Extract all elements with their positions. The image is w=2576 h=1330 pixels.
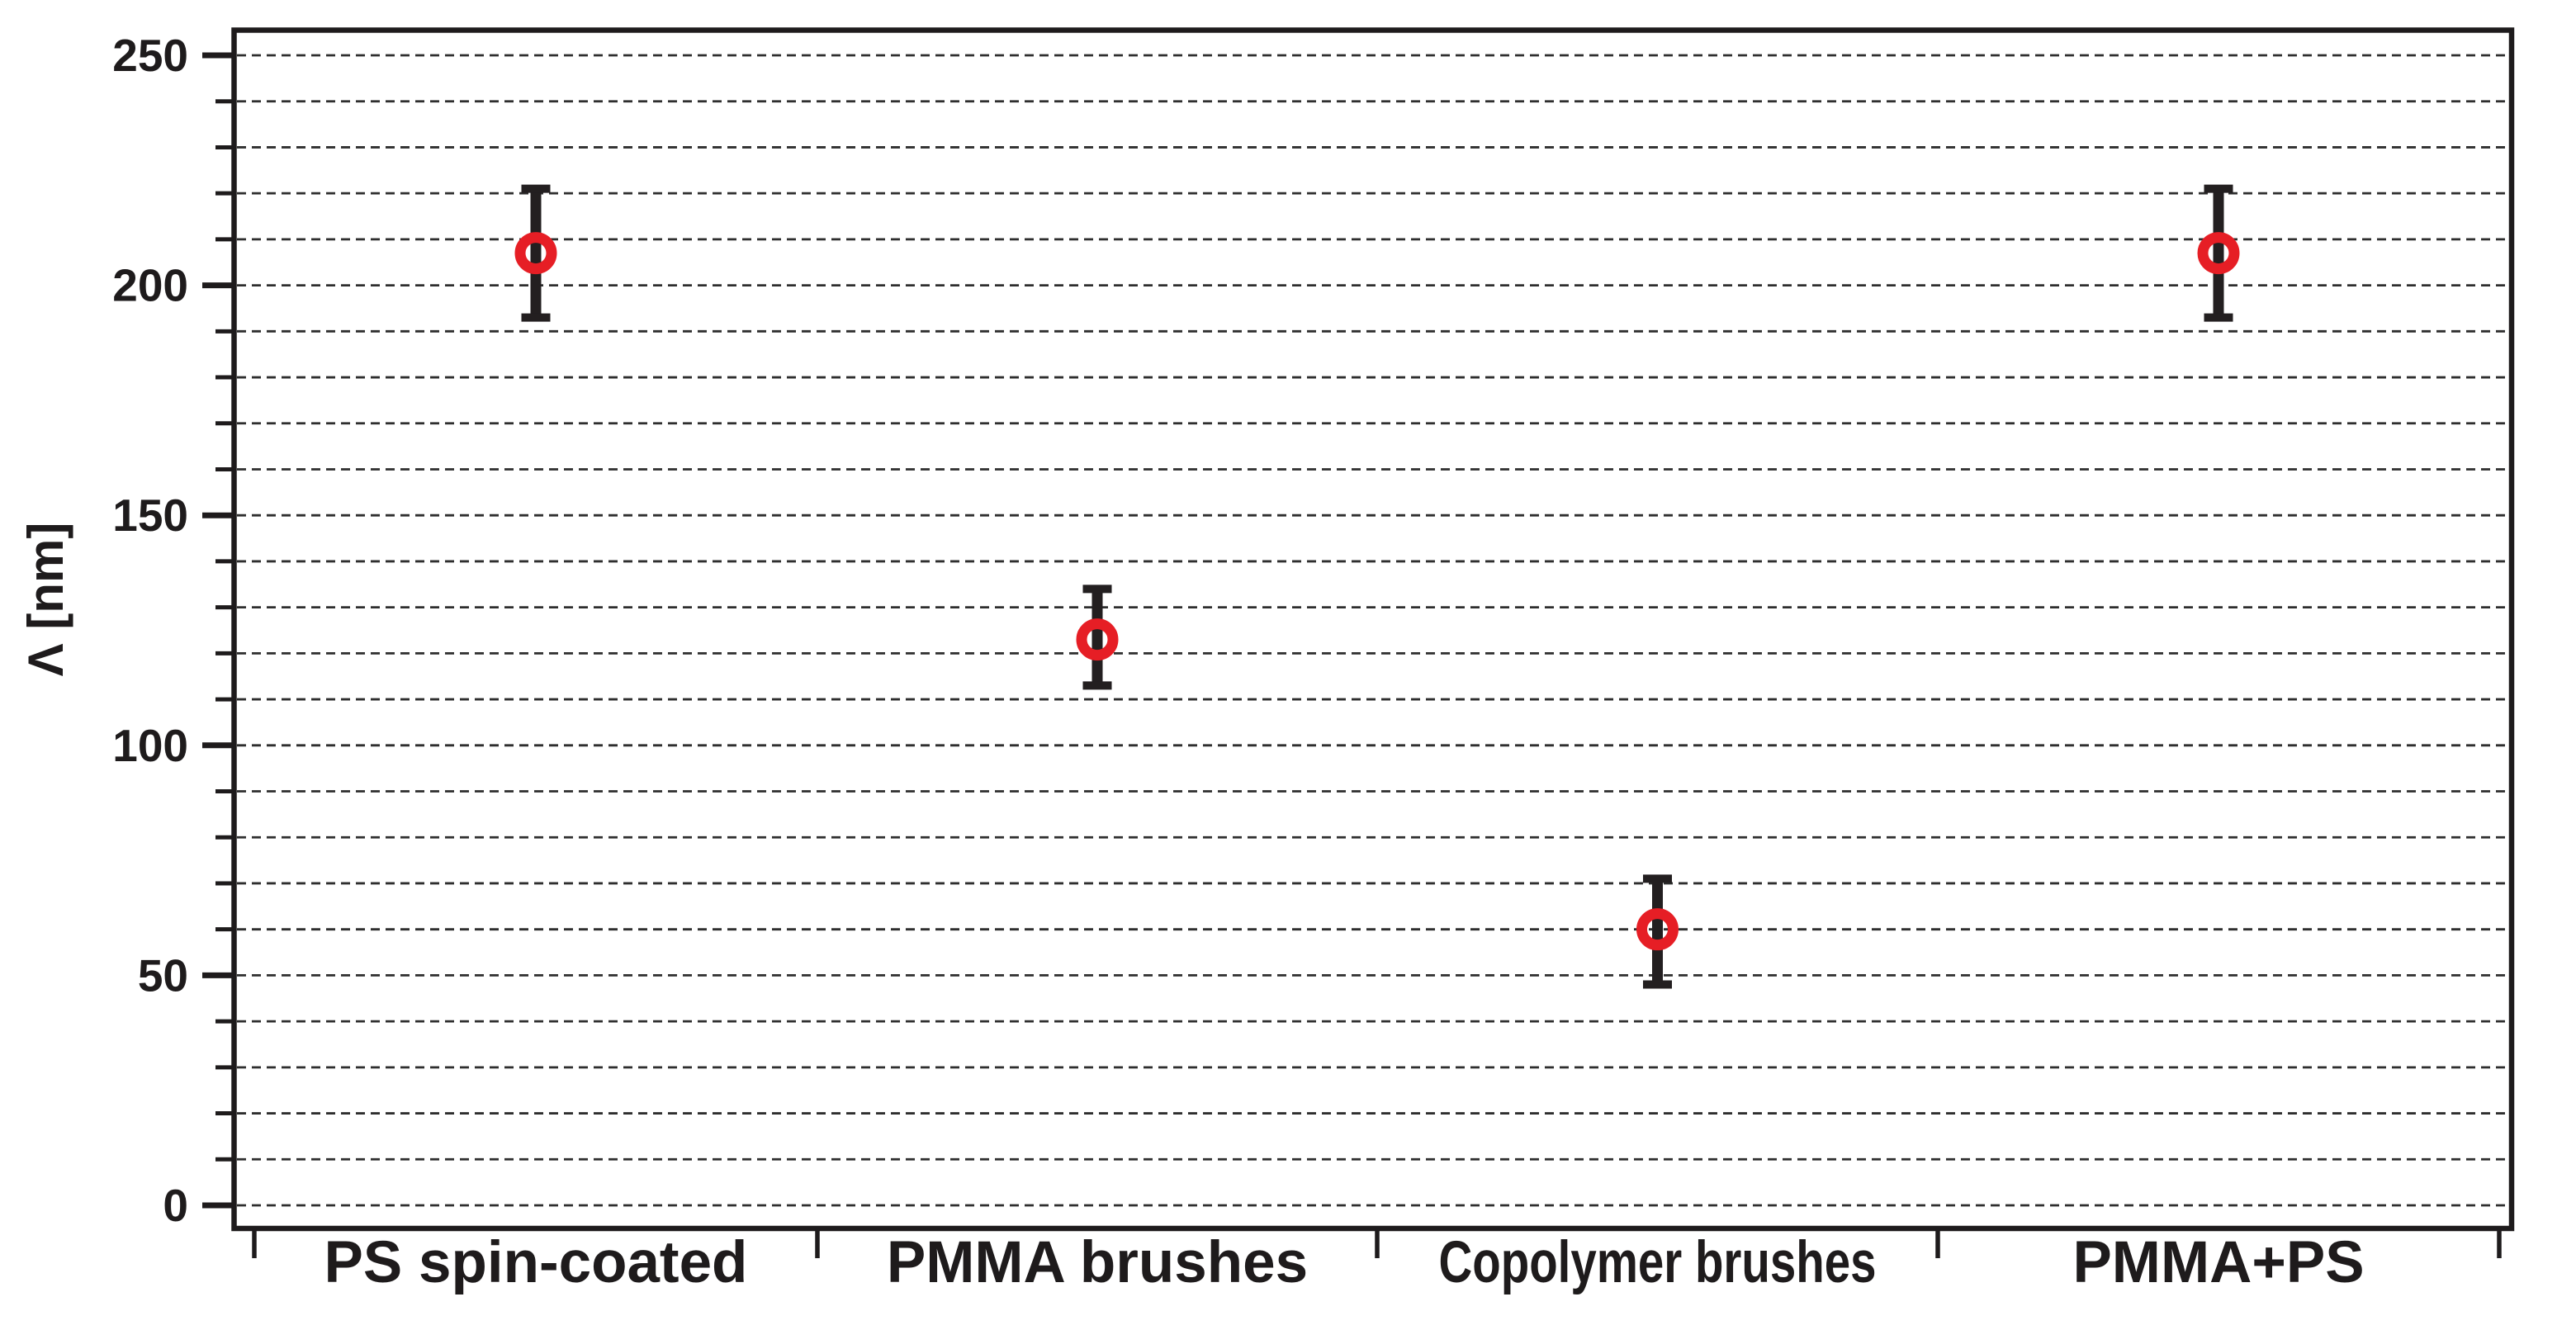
y-tick-label: 50 (138, 949, 188, 1001)
y-tick-label: 250 (112, 30, 188, 81)
axis-frame-layer (231, 27, 2515, 1232)
gridline-layer (237, 54, 2509, 1207)
marker-open-circle (1636, 908, 1679, 951)
data-point (514, 184, 557, 322)
plot-frame (231, 27, 2515, 1232)
marker-open-circle (1076, 618, 1119, 661)
y-tick-label: 0 (163, 1180, 188, 1231)
y-tick-label: 200 (112, 260, 188, 311)
x-category-label: PMMA brushes (887, 1230, 1308, 1295)
data-point-layer (514, 184, 2240, 989)
marker-open-circle (514, 232, 557, 275)
tick-layer (202, 52, 2502, 1258)
x-category-label: PS spin-coated (324, 1230, 748, 1295)
data-point (1636, 874, 1679, 989)
x-category-label: Copolymer brushes (1439, 1230, 1877, 1295)
data-point (2197, 184, 2240, 322)
y-tick-label: 150 (112, 490, 188, 541)
y-tick-label: 100 (112, 720, 188, 771)
axis-label-layer: 0 50 100 150 200 250 PS spin-coated PMMA brushe… (112, 30, 2364, 1295)
y-axis-label: Λ [nm] (18, 523, 73, 677)
marker-open-circle (2197, 232, 2240, 275)
data-point (1076, 585, 1119, 690)
x-category-label: PMMA+PS (2072, 1230, 2364, 1295)
